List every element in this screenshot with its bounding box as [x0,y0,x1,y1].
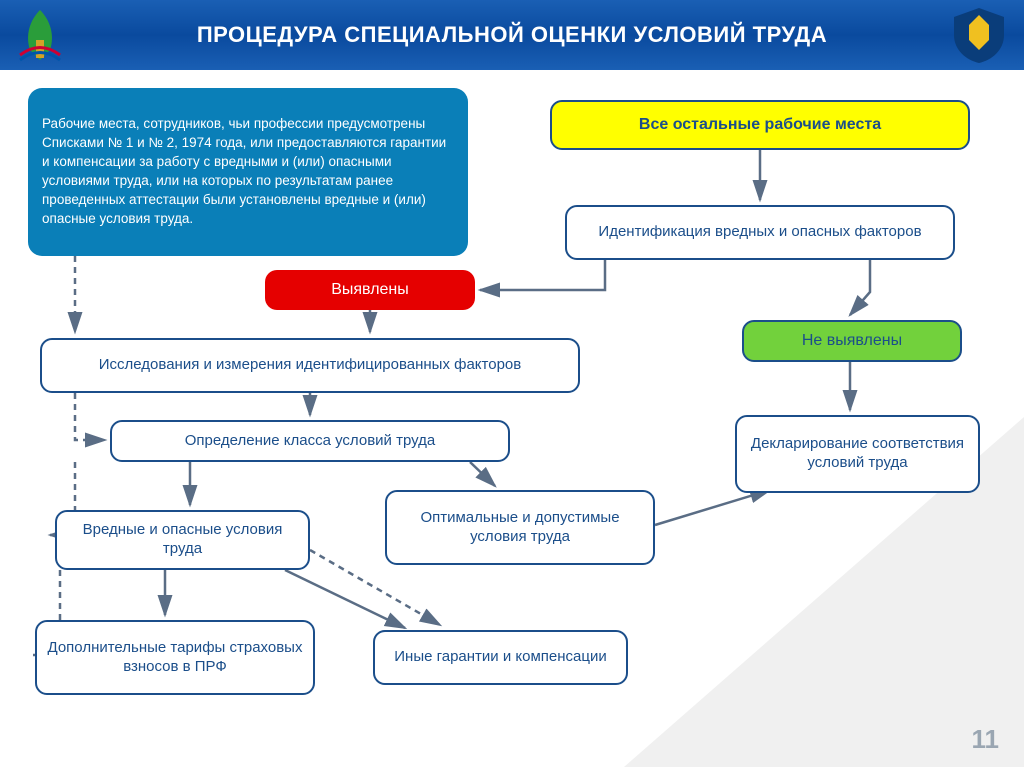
node-tariffs: Дополнительные тарифы страховых взносов … [35,620,315,695]
node-not_detected: Не выявлены [742,320,962,362]
page-number: 11 [972,724,1000,755]
node-blue_intro: Рабочие места, сотрудников, чьи професси… [28,88,468,256]
node-optimal: Оптимальные и допустимые условия труда [385,490,655,565]
node-research: Исследования и измерения идентифицирован… [40,338,580,393]
page-title: ПРОЦЕДУРА СПЕЦИАЛЬНОЙ ОЦЕНКИ УСЛОВИЙ ТРУ… [197,22,827,48]
node-declaration: Декларирование соответствия условий труд… [735,415,980,493]
logo-left-icon [10,5,70,65]
node-harmful: Вредные и опасные условия труда [55,510,310,570]
header: ПРОЦЕДУРА СПЕЦИАЛЬНОЙ ОЦЕНКИ УСЛОВИЙ ТРУ… [0,0,1024,70]
node-yellow: Все остальные рабочие места [550,100,970,150]
logo-right-icon [949,5,1009,65]
node-detected: Выявлены [265,270,475,310]
node-guarantees: Иные гарантии и компенсации [373,630,628,685]
node-identification: Идентификация вредных и опасных факторов [565,205,955,260]
node-class_def: Определение класса условий труда [110,420,510,462]
flowchart-container: Рабочие места, сотрудников, чьи професси… [0,70,1024,767]
